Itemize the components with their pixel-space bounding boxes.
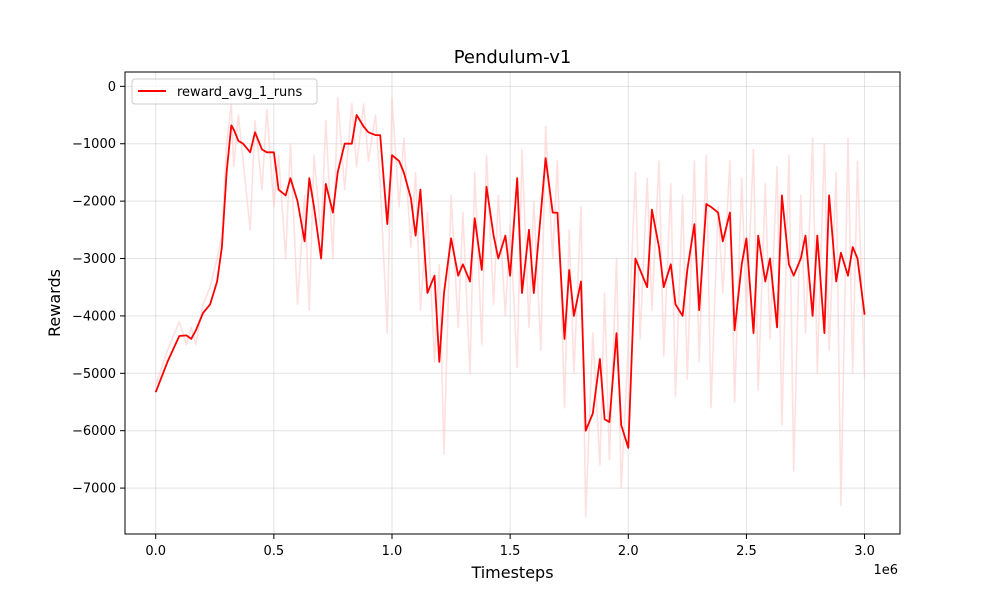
y-tick-label: 0 (108, 80, 116, 95)
x-tick-label: 1.5 (500, 544, 521, 559)
legend-label: reward_avg_1_runs (177, 85, 303, 100)
x-tick-label: 2.5 (736, 544, 757, 559)
legend-box (131, 78, 318, 105)
x-axis: 0.0 0.5 1.0 1.5 2.0 2.5 3.0 (145, 534, 875, 559)
series-line-raw-rewards (154, 97, 866, 518)
x-axis-title: Timesteps (470, 563, 553, 582)
y-tick-label: −6000 (72, 424, 116, 439)
series-layer (154, 97, 866, 518)
y-tick-label: −5000 (72, 367, 116, 382)
x-tick-label: 2.0 (618, 544, 639, 559)
y-axis-title: Rewards (45, 269, 64, 337)
plot-frame (124, 71, 901, 535)
x-axis-scale-label: 1e6 (873, 563, 898, 578)
y-tick-label: −3000 (72, 252, 116, 267)
x-tick-label: 3.0 (854, 544, 875, 559)
chart-title: Pendulum-v1 (454, 47, 572, 68)
legend: reward_avg_1_runs (131, 78, 318, 105)
y-tick-label: −7000 (72, 482, 116, 497)
x-tick-label: 1.0 (382, 544, 403, 559)
series-line-reward-avg (154, 114, 866, 449)
plot-area (124, 71, 901, 535)
y-tick-label: −4000 (72, 309, 116, 324)
y-axis: 0 −1000 −2000 −3000 −4000 −5000 −6000 −7000 (72, 80, 125, 497)
x-tick-label: 0.5 (264, 544, 285, 559)
x-tick-label: 0.0 (145, 544, 166, 559)
y-tick-label: −2000 (72, 195, 116, 210)
y-tick-label: −1000 (72, 137, 116, 152)
